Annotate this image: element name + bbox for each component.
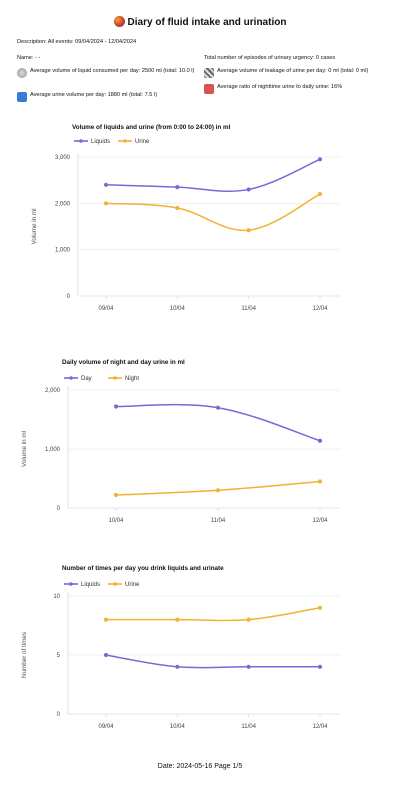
page-footer: Date: 2024-05-16 Page 1/5: [157, 763, 243, 770]
legend-label-1: Liquids: [81, 582, 100, 588]
series-line-liquids: [105, 654, 320, 669]
stat-urgency: Total number of episodes of urinary urge…: [204, 55, 336, 61]
data-point-night-12-04: [317, 479, 323, 484]
data-point-urine-10-04: [175, 617, 180, 622]
data-point-day-12-04: [317, 438, 323, 443]
legend-label-2: Night: [125, 376, 139, 382]
x-tick-label: 11/04: [241, 306, 256, 312]
x-tick-label: 11/04: [241, 724, 256, 730]
data-point-liquids-10-04: [175, 185, 180, 190]
chart-times-per-day: Number of times per day you drink liquid…: [21, 565, 340, 730]
y-tick-label: 0: [57, 506, 61, 512]
stat-avg-urine: Average urine volume per day: 1880 ml (t…: [17, 92, 202, 102]
y-tick-label: 1,000: [45, 447, 61, 453]
app-logo-icon: [113, 16, 125, 27]
x-tick-label: 09/04: [98, 724, 114, 730]
y-tick-label: 10: [53, 594, 60, 600]
chart-day-night-urine: Daily volume of night and day urine in m…: [21, 359, 340, 524]
x-tick-label: 12/04: [312, 306, 328, 312]
data-point-liquids-09-04: [103, 182, 109, 187]
series-line-day: [115, 403, 321, 442]
legend-label-2: Urine: [125, 582, 140, 588]
stat-avg-liquid-text: Average volume of liquid consumed per da…: [30, 68, 195, 74]
data-point-urine-09-04: [103, 201, 109, 206]
chart-title: Number of times per day you drink liquid…: [62, 565, 224, 572]
legend-label-1: Day: [81, 376, 92, 382]
y-tick-label: 2,000: [55, 201, 71, 207]
data-point-liquids-11-04: [246, 187, 251, 192]
stat-avg-leakage: Average volume of leakage of urine per d…: [204, 68, 394, 78]
series-line-urine: [105, 193, 321, 232]
report-title: Diary of fluid intake and urination: [127, 17, 287, 28]
data-point-liquids-10-04: [175, 664, 180, 669]
data-point-day-10-04: [113, 404, 119, 409]
y-tick-label: 1,000: [55, 248, 71, 254]
data-point-night-10-04: [113, 492, 119, 498]
data-point-urine-12-04: [317, 605, 323, 610]
chart-title: Daily volume of night and day urine in m…: [62, 359, 185, 366]
data-point-liquids-11-04: [246, 664, 251, 669]
x-tick-label: 11/04: [211, 518, 226, 524]
y-axis-label: Volume in ml: [31, 208, 38, 244]
x-tick-label: 10/04: [170, 724, 186, 730]
data-point-liquids-12-04: [317, 157, 323, 162]
data-point-liquids-09-04: [103, 652, 109, 658]
data-point-urine-11-04: [246, 228, 251, 233]
x-tick-label: 10/04: [108, 518, 124, 524]
y-tick-label: 5: [57, 653, 61, 659]
description-text: Description: All events: 09/04/2024 - 12…: [17, 39, 137, 45]
stat-night-ratio: Average ratio of nighttime urine to dail…: [204, 84, 394, 94]
data-point-urine-09-04: [103, 617, 109, 622]
x-tick-label: 12/04: [312, 518, 328, 524]
legend-label-1: Liquids: [91, 139, 110, 145]
chart-liquid-urine-volume: Volume of liquids and urine (from 0:00 t…: [31, 124, 340, 312]
y-axis-label: Volume in ml: [21, 431, 28, 467]
urine-bottle-icon: [17, 92, 27, 102]
x-tick-label: 12/04: [312, 724, 328, 730]
legend-label-2: Urine: [135, 139, 150, 145]
data-point-liquids-12-04: [317, 664, 323, 669]
data-point-urine-12-04: [317, 191, 323, 197]
series-line-urine: [106, 607, 321, 622]
data-point-urine-11-04: [246, 617, 251, 622]
chart-title: Volume of liquids and urine (from 0:00 t…: [72, 124, 231, 131]
stat-avg-urine-text: Average urine volume per day: 1880 ml (t…: [30, 92, 158, 98]
x-tick-label: 10/04: [170, 306, 186, 312]
legend-marker-2: [113, 582, 117, 586]
data-point-urine-10-04: [175, 205, 180, 211]
legend-marker-1: [69, 582, 73, 586]
legend-marker-1: [79, 139, 83, 143]
legend-marker-1: [69, 376, 73, 380]
leakage-icon: [204, 68, 214, 78]
y-axis-label: Number of times: [21, 632, 28, 678]
legend-marker-2: [123, 139, 127, 143]
night-ratio-icon: [204, 84, 214, 94]
y-tick-label: 0: [67, 294, 71, 300]
patient-name: Name: - -: [17, 55, 41, 61]
series-line-liquids: [105, 158, 321, 193]
data-point-day-11-04: [215, 405, 221, 410]
stat-avg-liquid: Average volume of liquid consumed per da…: [17, 68, 202, 78]
stat-avg-leakage-text: Average volume of leakage of urine per d…: [217, 68, 369, 74]
report-header: Diary of fluid intake and urination: [0, 16, 400, 28]
y-tick-label: 2,000: [45, 388, 61, 394]
stat-night-ratio-text: Average ratio of nighttime urine to dail…: [217, 84, 343, 90]
y-tick-label: 3,000: [55, 155, 71, 161]
legend-marker-2: [113, 376, 117, 380]
y-tick-label: 0: [57, 712, 61, 718]
data-point-night-11-04: [215, 488, 221, 493]
x-tick-label: 09/04: [98, 306, 114, 312]
liquid-glass-icon: [17, 68, 27, 78]
